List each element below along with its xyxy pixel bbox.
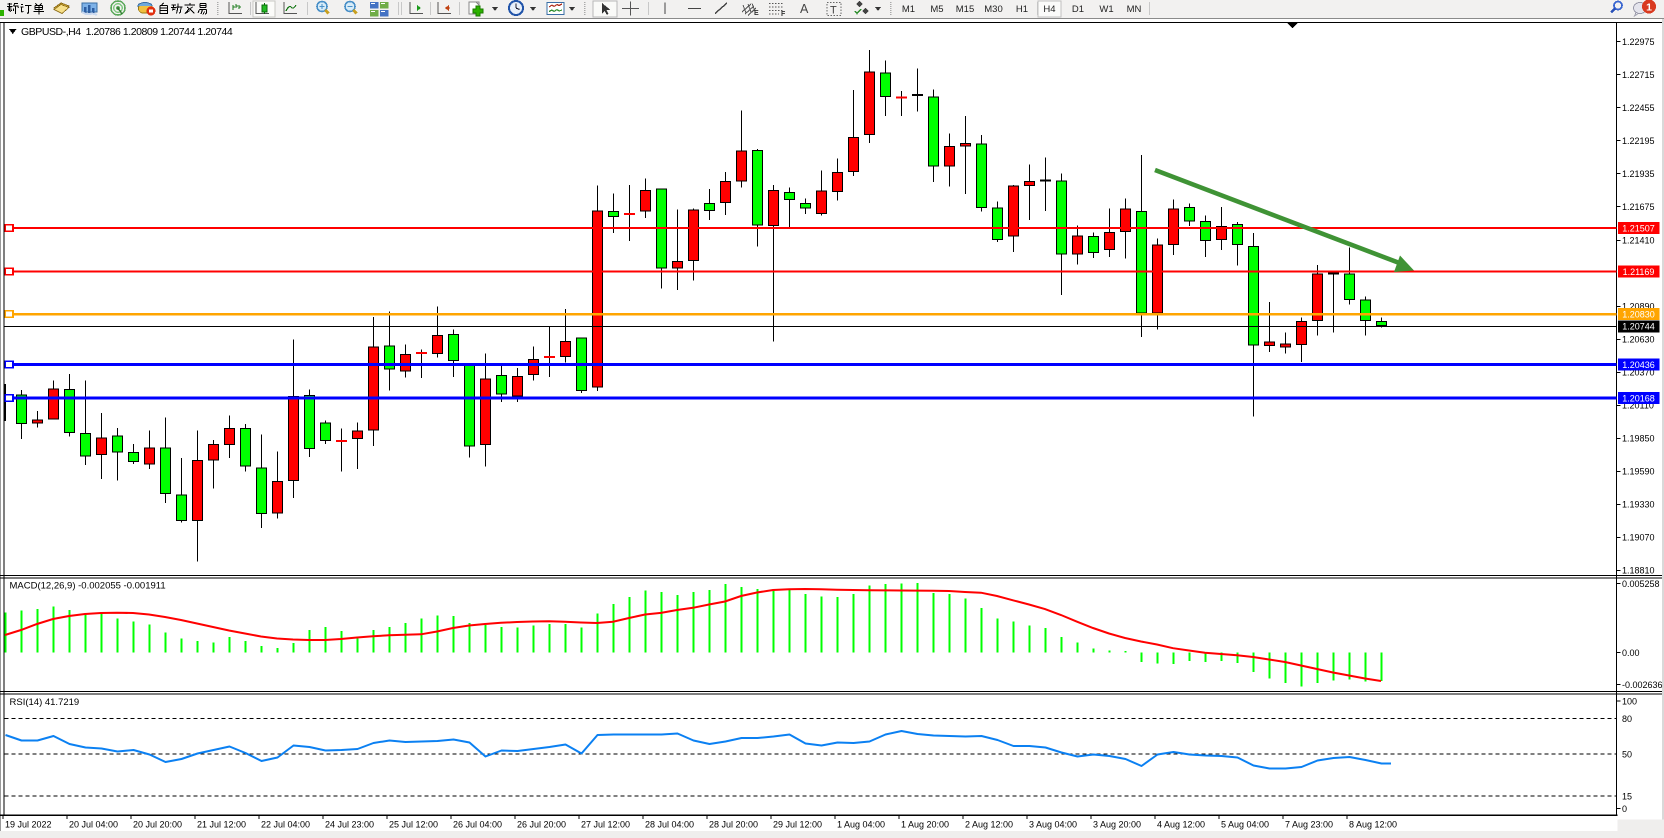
svg-text:27 Jul 12:00: 27 Jul 12:00 [581,820,630,830]
svg-text:7 Aug 23:00: 7 Aug 23:00 [1285,820,1333,830]
svg-text:80: 80 [1622,714,1632,724]
svg-text:1.20110: 1.20110 [1622,401,1654,411]
svg-text:M15: M15 [956,4,974,15]
svg-text:1 Aug 04:00: 1 Aug 04:00 [837,820,885,830]
svg-text:19 Jul 2022: 19 Jul 2022 [5,820,52,830]
svg-text:26 Jul 04:00: 26 Jul 04:00 [453,820,502,830]
svg-text:H4: H4 [1043,4,1055,15]
svg-text:W1: W1 [1099,4,1113,15]
svg-text:MN: MN [1127,4,1142,15]
svg-text:1.20168: 1.20168 [1622,393,1655,403]
svg-text:GBPUSD-,H4 1.20786 1.20809 1.: GBPUSD-,H4 1.20786 1.20809 1.20744 1.207… [21,26,233,38]
svg-text:M30: M30 [984,4,1002,15]
svg-text:20 Jul 04:00: 20 Jul 04:00 [69,820,118,830]
svg-text:28 Jul 04:00: 28 Jul 04:00 [645,820,694,830]
svg-text:1.20370: 1.20370 [1622,368,1655,378]
svg-text:A: A [800,2,809,16]
svg-text:1.19070: 1.19070 [1622,533,1655,543]
svg-text:3 Aug 20:00: 3 Aug 20:00 [1093,820,1141,830]
svg-text:4 Aug 12:00: 4 Aug 12:00 [1157,820,1205,830]
svg-text:21 Jul 12:00: 21 Jul 12:00 [197,820,246,830]
svg-text:25 Jul 12:00: 25 Jul 12:00 [389,820,438,830]
svg-text:15: 15 [1622,791,1632,801]
svg-text:8 Aug 12:00: 8 Aug 12:00 [1349,820,1397,830]
svg-text:1.20436: 1.20436 [1622,360,1655,370]
svg-text:M1: M1 [902,4,915,15]
svg-text:1.20890: 1.20890 [1622,302,1655,312]
svg-text:1.18810: 1.18810 [1622,566,1655,576]
svg-text:1.21675: 1.21675 [1622,202,1655,212]
svg-text:3 Aug 04:00: 3 Aug 04:00 [1029,820,1077,830]
svg-text:5 Aug 04:00: 5 Aug 04:00 [1221,820,1269,830]
svg-text:H1: H1 [1016,4,1028,15]
svg-text:0: 0 [1622,804,1627,814]
svg-text:20 Jul 20:00: 20 Jul 20:00 [133,820,182,830]
svg-text:29 Jul 12:00: 29 Jul 12:00 [773,820,822,830]
svg-text:1.22195: 1.22195 [1622,136,1655,146]
svg-text:1.22715: 1.22715 [1622,70,1655,80]
svg-text:24 Jul 23:00: 24 Jul 23:00 [325,820,374,830]
svg-text:1.19590: 1.19590 [1622,467,1655,477]
svg-text:MACD(12,26,9) -0.002055 -0.001: MACD(12,26,9) -0.002055 -0.001911 [10,581,166,592]
svg-text:-0.002636: -0.002636 [1622,680,1663,690]
svg-text:E: E [754,10,759,17]
svg-text:22 Jul 04:00: 22 Jul 04:00 [261,820,310,830]
svg-text:0.005258: 0.005258 [1622,579,1660,589]
svg-text:0.00: 0.00 [1622,648,1640,658]
svg-text:1.21410: 1.21410 [1622,236,1655,246]
svg-text:1.21507: 1.21507 [1622,223,1655,233]
svg-text:1.20630: 1.20630 [1622,335,1655,345]
svg-text:2 Aug 12:00: 2 Aug 12:00 [965,820,1013,830]
svg-text:50: 50 [1622,749,1632,759]
svg-text:28 Jul 20:00: 28 Jul 20:00 [709,820,758,830]
svg-text:1.20744: 1.20744 [1622,322,1655,332]
svg-text:1.22455: 1.22455 [1622,103,1655,113]
svg-text:100: 100 [1622,696,1637,706]
svg-text:1.22975: 1.22975 [1622,37,1655,47]
svg-text:1.21935: 1.21935 [1622,169,1655,179]
svg-text:RSI(14) 41.7219: RSI(14) 41.7219 [10,697,80,708]
svg-text:1.19850: 1.19850 [1622,434,1655,444]
svg-text:F: F [781,11,786,18]
svg-text:1 Aug 20:00: 1 Aug 20:00 [901,820,949,830]
svg-text:D1: D1 [1072,4,1084,15]
svg-text:1.20830: 1.20830 [1622,309,1655,319]
svg-text:M5: M5 [930,4,943,15]
svg-text:1.21169: 1.21169 [1623,267,1655,277]
svg-text:T: T [830,5,837,17]
svg-text:26 Jul 20:00: 26 Jul 20:00 [517,820,566,830]
svg-text:1: 1 [1646,2,1652,14]
svg-text:1.19330: 1.19330 [1622,500,1655,510]
